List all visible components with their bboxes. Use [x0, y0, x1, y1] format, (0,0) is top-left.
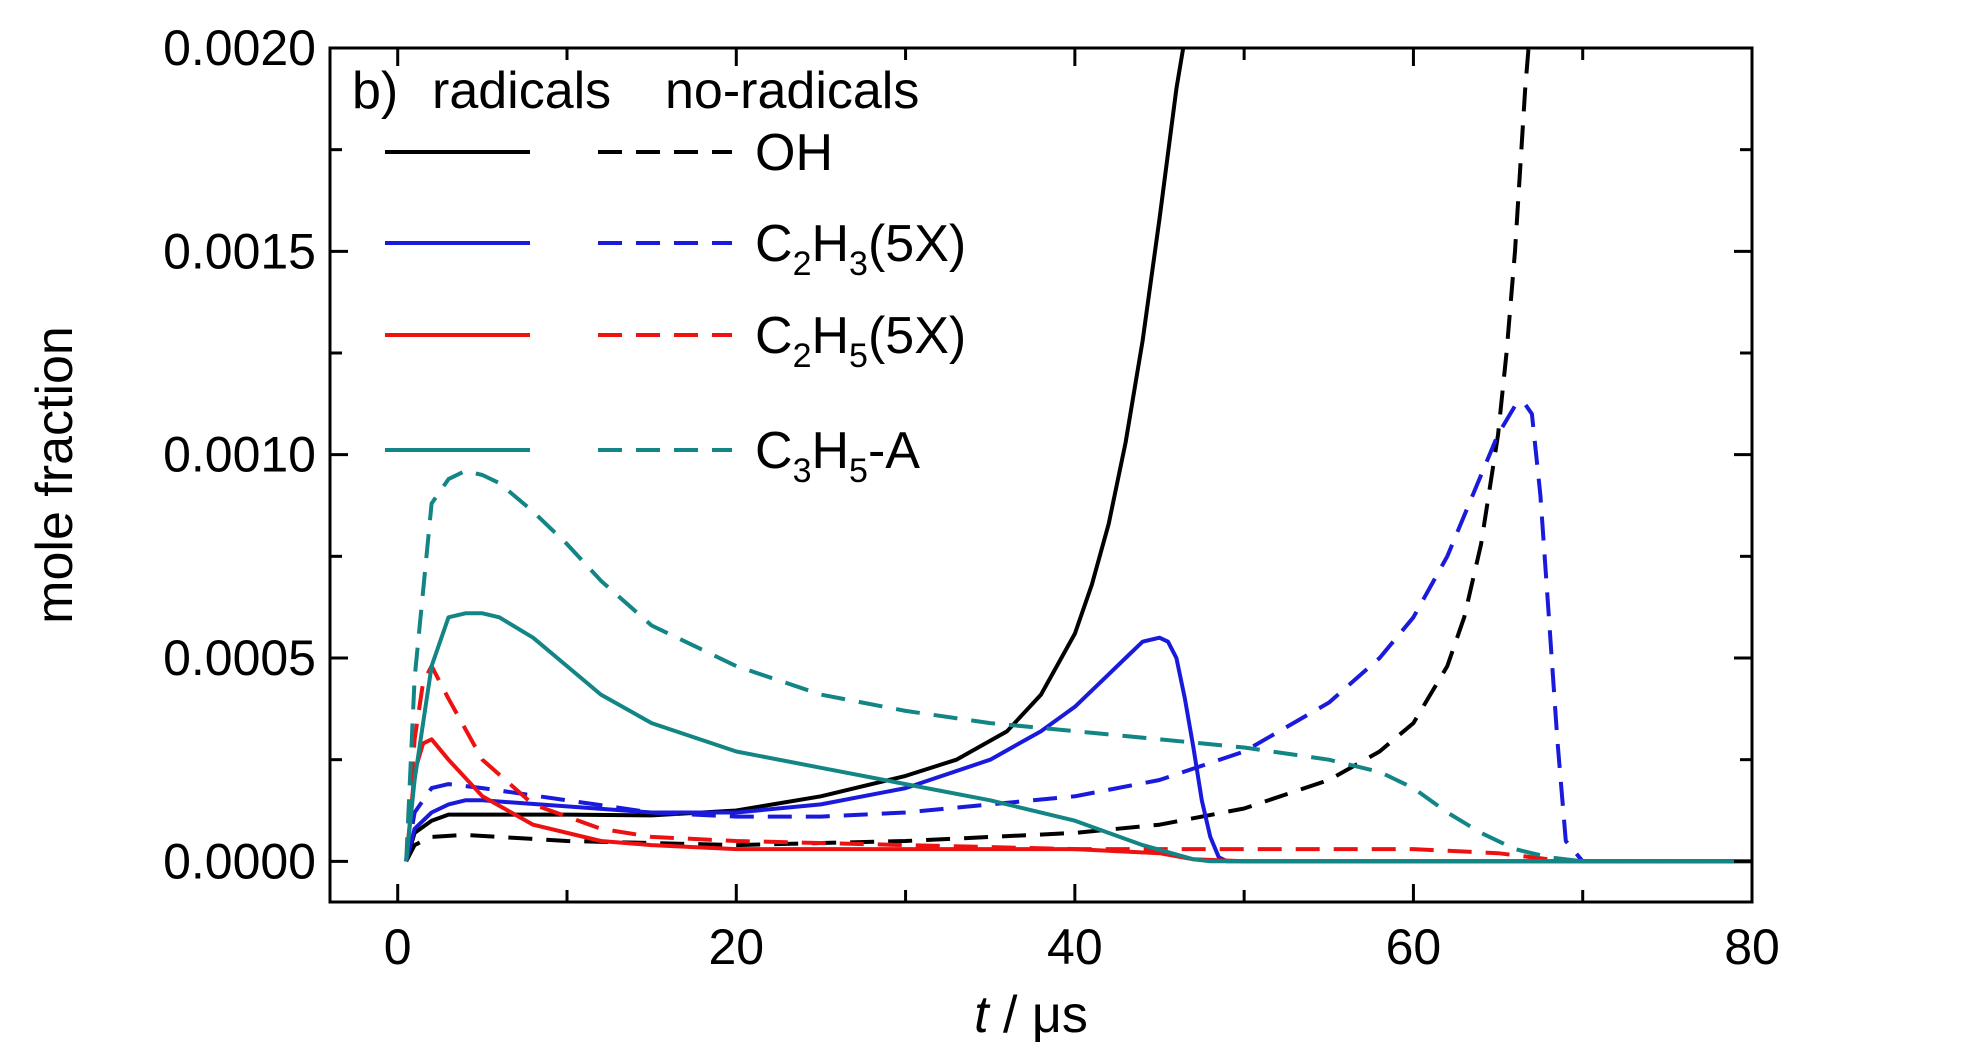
- x-tick-label: 80: [1724, 919, 1780, 975]
- series-c3h5-a-radicals: [404, 611, 1752, 864]
- series-c2h5-5x-radicals: [404, 737, 1752, 864]
- plot-frame: [328, 46, 1754, 904]
- panel-label: b): [352, 62, 398, 120]
- series-oh-no-radicals: [404, 48, 1531, 863]
- series-c2h3-5x-radicals: [404, 635, 1752, 864]
- legend-header-no-radicals: no-radicals: [665, 62, 919, 120]
- series-c2h3-5x-no-radicals: [404, 399, 1752, 864]
- y-tick-label: 0.0010: [163, 427, 316, 483]
- series-c3h5-a-no-radicals: [404, 468, 1752, 864]
- legend-label-oh: OH: [755, 124, 833, 182]
- x-tick-label: 60: [1386, 919, 1442, 975]
- y-axis-title: mole fraction: [26, 326, 84, 624]
- legend-label-c3h5-a: C3H5-A: [755, 422, 920, 490]
- series-oh-radicals: [404, 48, 1186, 862]
- x-axis-title: t / μs: [974, 986, 1088, 1044]
- series-layer: [404, 48, 1752, 864]
- x-tick-label: 20: [708, 919, 764, 975]
- legend-label-c2h5-5x: C2H5(5X): [755, 307, 966, 375]
- y-tick-label: 0.0020: [163, 20, 316, 76]
- y-tick-label: 0.0015: [163, 223, 316, 279]
- axes-layer: 0 20 40 60 80 0.0000 0.0005 0.0010 0.0015 0.0020 t…: [26, 20, 1780, 1044]
- y-tick-label: 0.0005: [163, 630, 316, 686]
- legend-header-radicals: radicals: [432, 62, 611, 120]
- series-c2h5-5x-no-radicals: [404, 664, 1752, 864]
- legend-label-c2h3-5x: C2H3(5X): [755, 215, 966, 283]
- x-tick-label: 40: [1047, 919, 1103, 975]
- y-tick-label: 0.0000: [163, 833, 316, 889]
- x-tick-label: 0: [384, 919, 412, 975]
